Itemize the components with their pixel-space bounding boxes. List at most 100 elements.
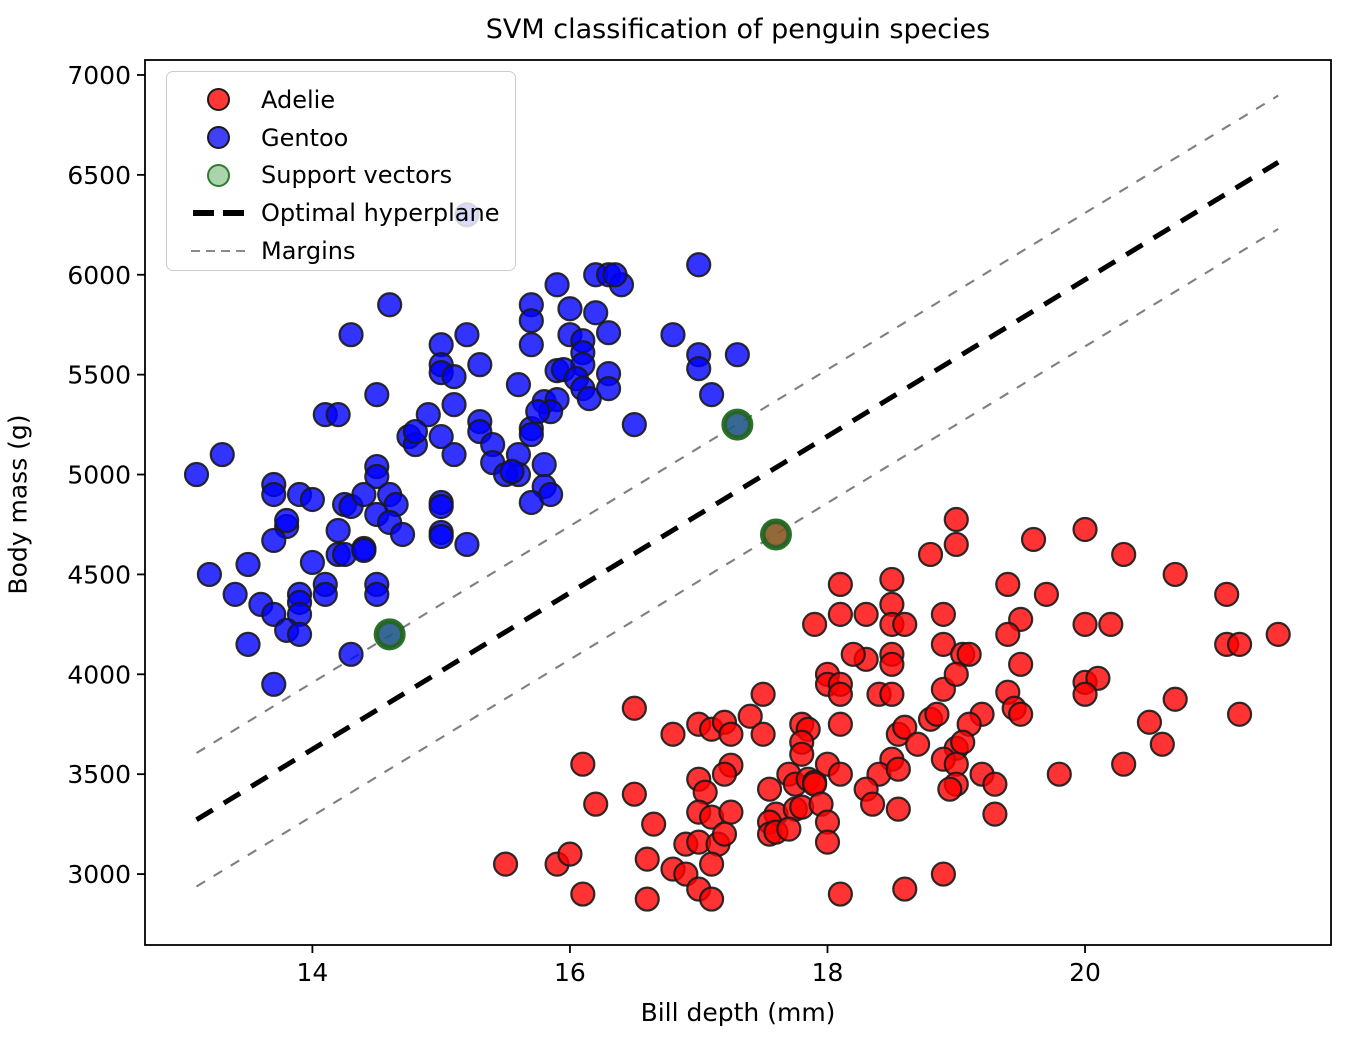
thin-dashed-line-icon bbox=[189, 249, 247, 253]
gentoo-point bbox=[364, 382, 390, 408]
gentoo-point bbox=[222, 581, 248, 607]
gentoo-point bbox=[325, 517, 351, 544]
adelie-point bbox=[879, 566, 905, 593]
gentoo-point bbox=[454, 322, 480, 348]
adelie-point bbox=[930, 601, 956, 627]
legend-label: Gentoo bbox=[261, 123, 349, 152]
adelie-point bbox=[930, 631, 956, 657]
x-tick-label: 16 bbox=[554, 958, 586, 987]
adelie-point bbox=[982, 801, 1008, 827]
adelie-point bbox=[621, 695, 647, 721]
adelie-point bbox=[937, 776, 963, 802]
gentoo-point bbox=[261, 671, 287, 697]
gentoo-point bbox=[660, 322, 686, 348]
gentoo-point bbox=[467, 352, 493, 378]
adelie-point bbox=[583, 791, 609, 817]
adelie-point bbox=[827, 761, 853, 787]
adelie-point bbox=[1111, 751, 1137, 777]
support-vector-point bbox=[721, 408, 754, 441]
legend-entry-gentoo: Gentoo bbox=[189, 119, 515, 157]
adelie-point bbox=[1226, 701, 1253, 727]
gentoo-point bbox=[364, 581, 390, 607]
support-vector-point bbox=[373, 618, 406, 651]
gentoo-point bbox=[499, 458, 525, 485]
adelie-point bbox=[892, 714, 918, 740]
adelie-point bbox=[570, 751, 596, 777]
adelie-point bbox=[905, 731, 931, 757]
adelie-point bbox=[1033, 581, 1060, 607]
gentoo-point bbox=[428, 493, 454, 520]
adelie-point bbox=[950, 729, 976, 755]
adelie-point bbox=[1214, 581, 1240, 607]
adelie-point bbox=[885, 796, 911, 822]
y-tick-label: 4000 bbox=[67, 660, 131, 689]
adelie-point bbox=[718, 799, 744, 825]
gentoo-point bbox=[209, 441, 235, 468]
gentoo-point bbox=[338, 322, 364, 348]
adelie-point bbox=[750, 681, 776, 707]
x-tick-label: 20 bbox=[1069, 958, 1101, 987]
adelie-point bbox=[827, 711, 853, 737]
adelie-point bbox=[853, 601, 879, 627]
gentoo-point bbox=[299, 549, 326, 576]
y-tick-label: 6000 bbox=[67, 261, 131, 290]
adelie-point bbox=[840, 641, 866, 667]
adelie-point bbox=[995, 621, 1021, 647]
gentoo-point bbox=[402, 418, 429, 445]
adelie-point bbox=[1265, 621, 1291, 647]
adelie-point bbox=[1111, 541, 1137, 568]
adelie-point bbox=[718, 721, 744, 747]
adelie-point bbox=[699, 851, 725, 877]
adelie-point bbox=[492, 851, 519, 877]
gentoo-point bbox=[351, 537, 377, 564]
chart-title: SVM classification of penguin species bbox=[485, 14, 991, 45]
legend: Adelie Gentoo Support vectors Optimal hy… bbox=[166, 71, 516, 271]
gentoo-point bbox=[531, 451, 557, 478]
adelie-point bbox=[814, 829, 841, 855]
y-tick-label: 5000 bbox=[67, 461, 131, 490]
gentoo-point bbox=[576, 386, 602, 412]
legend-label: Margins bbox=[261, 237, 356, 266]
gentoo-marker-icon bbox=[189, 126, 247, 150]
gentoo-point bbox=[595, 376, 622, 402]
legend-entry-margins: Margins bbox=[189, 232, 515, 270]
adelie-point bbox=[1008, 701, 1034, 727]
hyperplane-line bbox=[195, 160, 1280, 822]
gentoo-point bbox=[312, 581, 338, 607]
legend-entry-support-vectors: Support vectors bbox=[189, 157, 515, 195]
gentoo-point bbox=[595, 320, 622, 346]
adelie-point bbox=[750, 721, 776, 747]
gentoo-point bbox=[441, 364, 467, 390]
gentoo-point bbox=[325, 401, 351, 428]
gentoo-point bbox=[602, 262, 628, 288]
gentoo-point bbox=[441, 392, 467, 418]
adelie-point bbox=[776, 816, 802, 842]
gentoo-point bbox=[299, 486, 326, 513]
adelie-point bbox=[859, 791, 886, 817]
gentoo-point bbox=[583, 300, 609, 326]
adelie-point bbox=[634, 886, 660, 912]
adelie-point bbox=[892, 876, 918, 902]
adelie-point bbox=[956, 641, 982, 667]
adelie-point bbox=[756, 776, 783, 802]
adelie-point bbox=[943, 506, 969, 533]
gentoo-point bbox=[518, 308, 544, 334]
gentoo-point bbox=[261, 527, 287, 554]
dashed-line-icon bbox=[189, 210, 247, 217]
gentoo-point bbox=[196, 561, 222, 588]
gentoo-point bbox=[235, 551, 261, 578]
adelie-point bbox=[1149, 731, 1175, 757]
x-tick-label: 18 bbox=[812, 958, 844, 987]
adelie-point bbox=[930, 861, 956, 887]
adelie-point bbox=[879, 651, 905, 677]
adelie-point bbox=[1072, 516, 1098, 543]
y-tick-label: 3000 bbox=[67, 860, 131, 889]
gentoo-point bbox=[274, 507, 300, 534]
adelie-marker-icon bbox=[189, 88, 247, 112]
legend-entry-adelie: Adelie bbox=[189, 81, 515, 119]
adelie-point bbox=[1020, 526, 1047, 553]
gentoo-point bbox=[235, 631, 261, 657]
legend-entry-hyperplane: Optimal hyperplane bbox=[189, 194, 515, 232]
gentoo-point bbox=[351, 481, 377, 508]
